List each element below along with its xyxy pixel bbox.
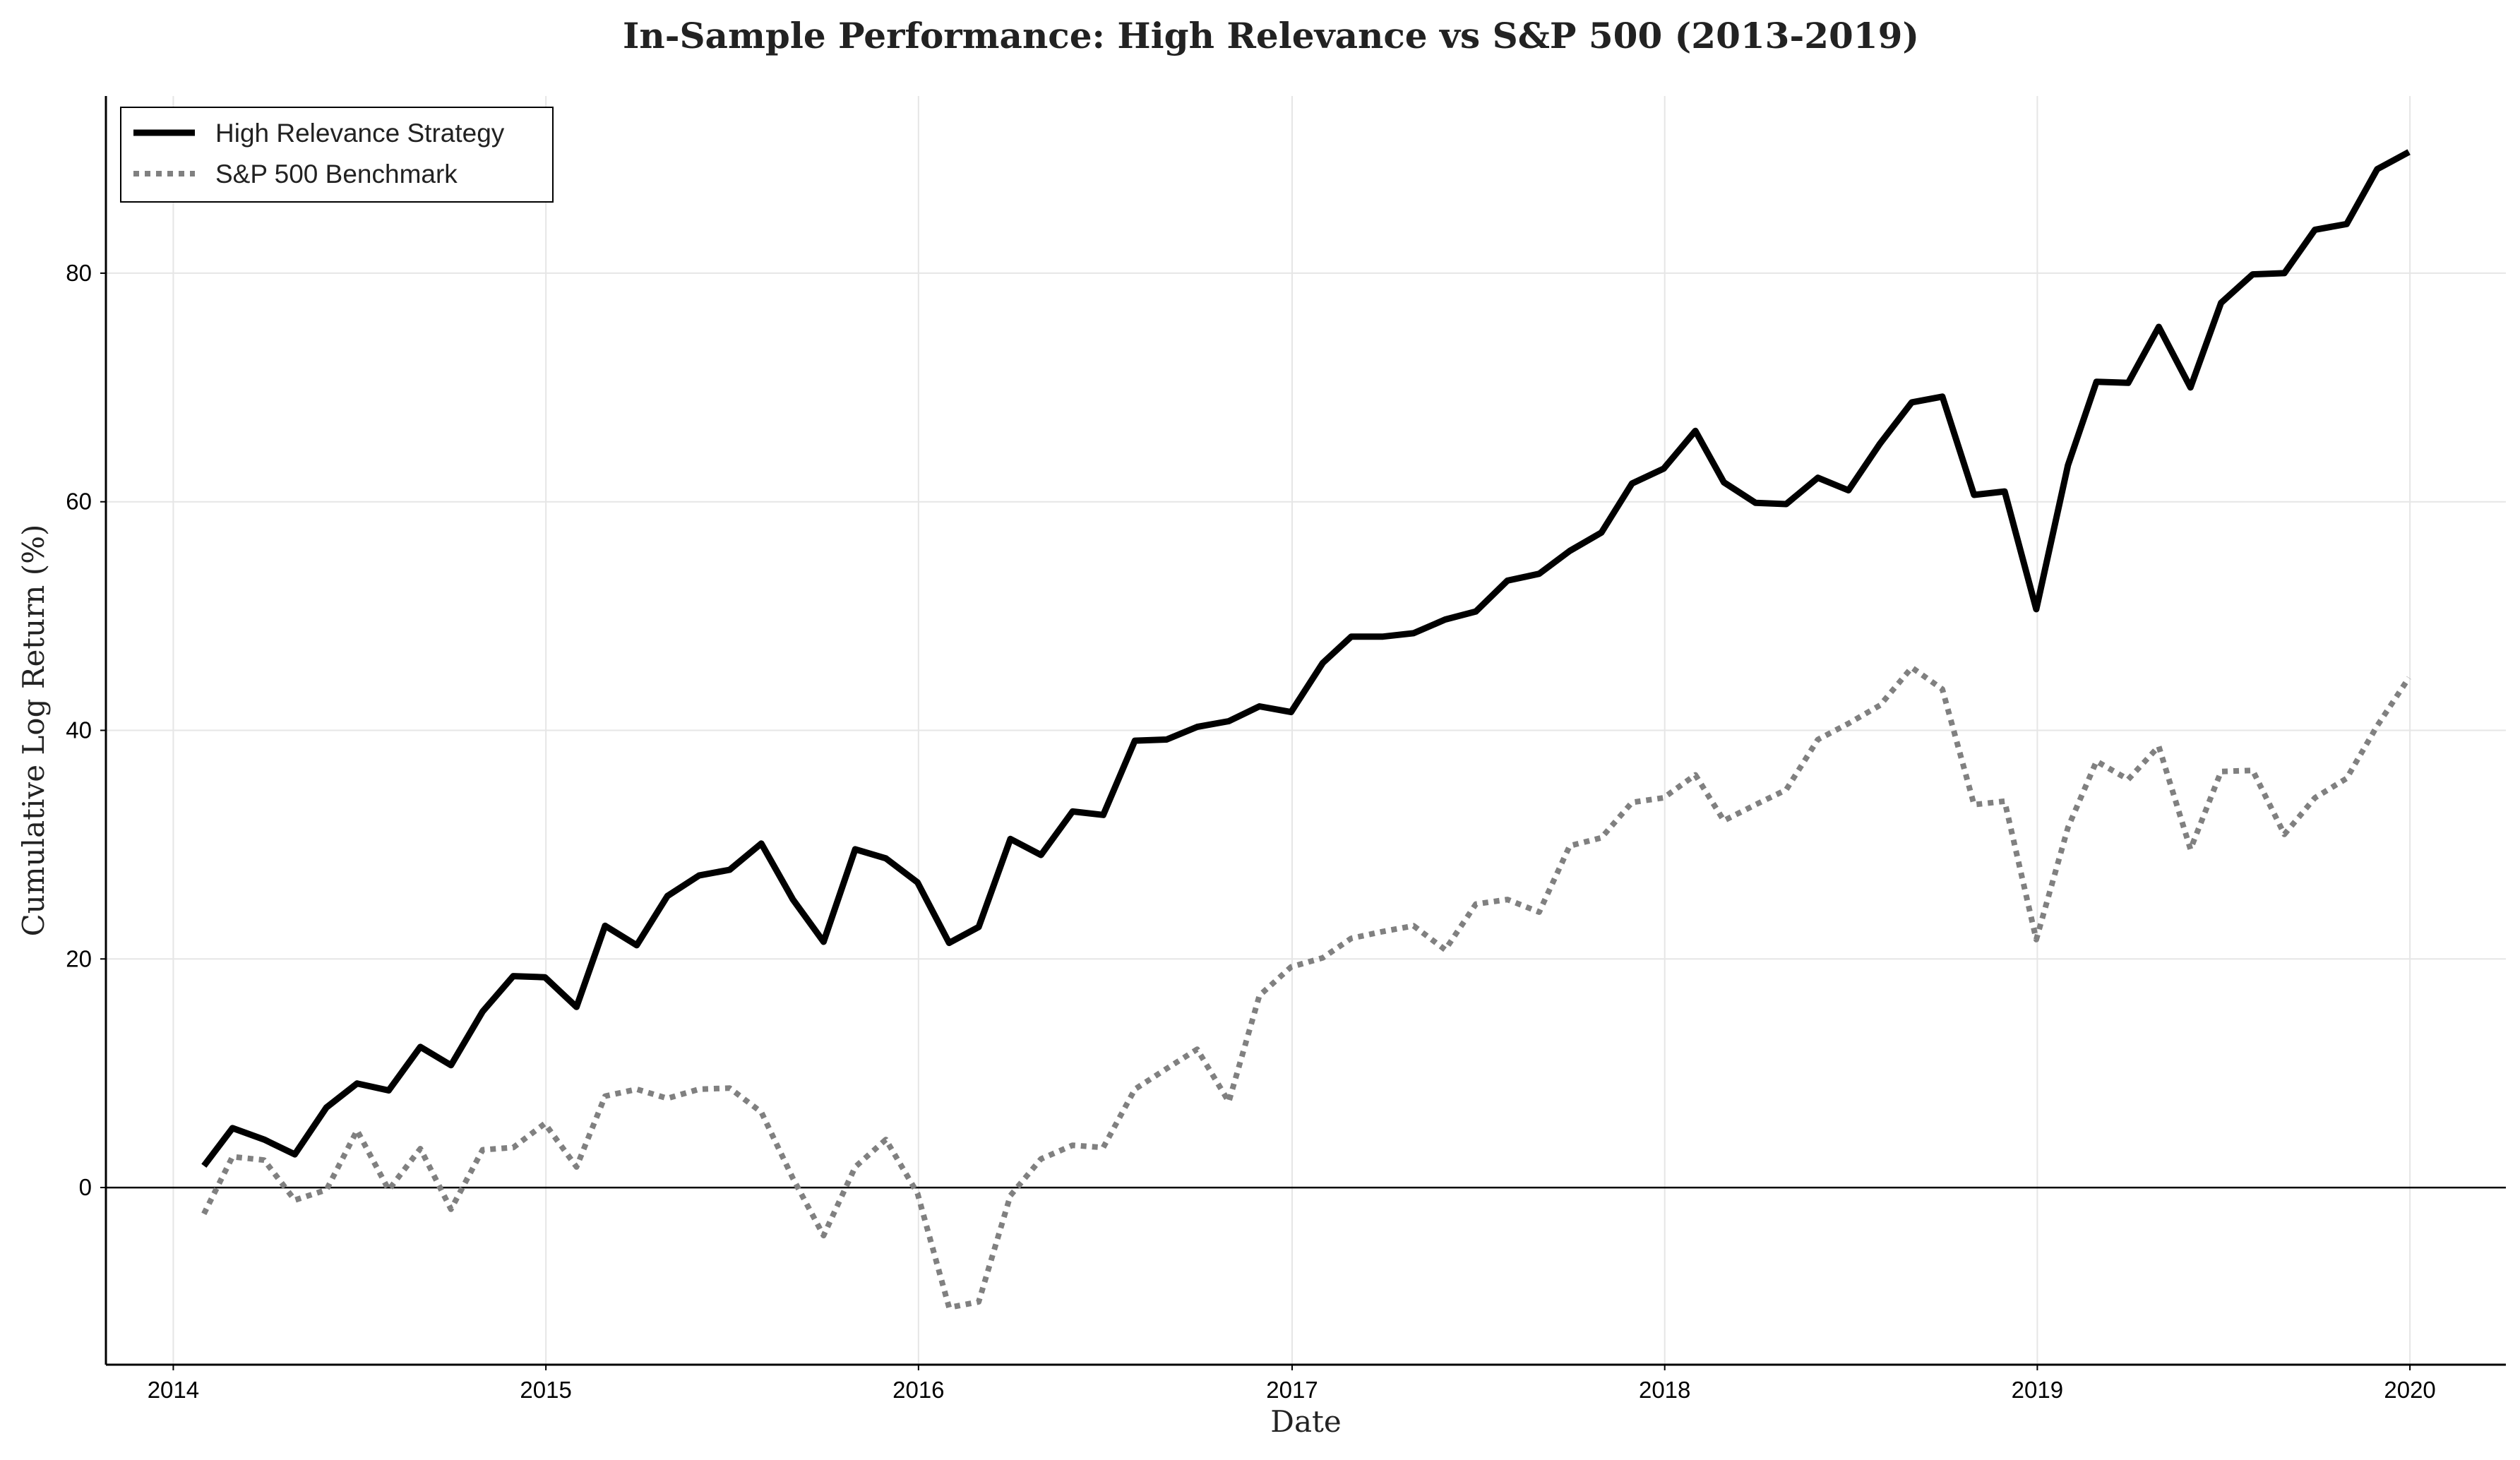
y-axis-label: Cumulative Log Return (%)	[16, 525, 51, 937]
x-tick-label-2018: 2018	[1639, 1377, 1690, 1403]
x-axis-label: Date	[1270, 1404, 1341, 1439]
x-tick-label-2015: 2015	[520, 1377, 571, 1403]
chart-title: In-Sample Performance: High Relevance vs…	[623, 15, 1919, 56]
legend-label-strategy: High Relevance Strategy	[215, 119, 505, 148]
y-tick-label-0: 0	[79, 1174, 92, 1200]
series-line-benchmark	[201, 664, 2412, 1311]
x-tick-label-2016: 2016	[892, 1377, 944, 1403]
x-tick-label-2017: 2017	[1266, 1377, 1318, 1403]
grid	[106, 96, 2506, 1365]
series-line-strategy	[201, 149, 2411, 1168]
legend-box	[120, 107, 554, 203]
y-tick-label-20: 20	[66, 945, 92, 971]
x-tick-label-2019: 2019	[2012, 1377, 2063, 1403]
y-tick-label-40: 40	[66, 717, 92, 743]
y-tick-label-80: 80	[66, 260, 92, 286]
ticks: 2014 2015 2016 2017 2018 2019 2020 0 20 40 60 80	[66, 260, 2436, 1403]
x-tick-label-2014: 2014	[148, 1377, 199, 1403]
y-tick-label-60: 60	[66, 489, 92, 515]
x-tick-label-2020: 2020	[2384, 1377, 2435, 1403]
legend: High Relevance Strategy S&P 500 Benchmar…	[120, 107, 554, 203]
legend-label-benchmark: S&P 500 Benchmark	[215, 160, 458, 189]
series-layer	[201, 149, 2412, 1311]
